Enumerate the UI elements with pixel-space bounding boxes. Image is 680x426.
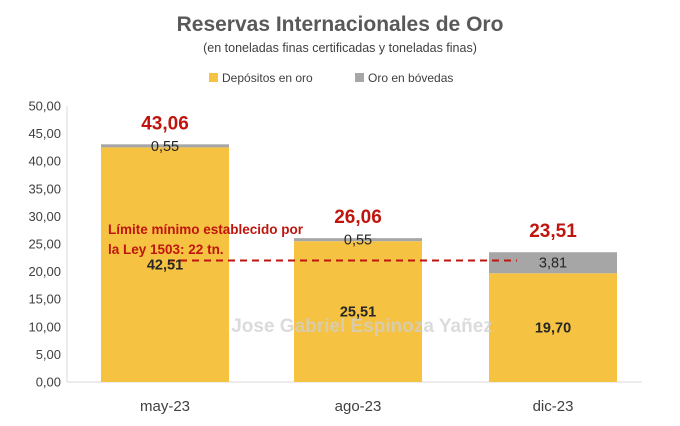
legend-swatch-bovedas: [355, 73, 364, 82]
x-category-label: may-23: [140, 398, 190, 415]
label-bovedas: 3,81: [539, 256, 567, 272]
x-category-label: ago-23: [335, 398, 382, 415]
bar-depositos: [101, 147, 229, 382]
chart-subtitle: (en toneladas finas certificadas y tonel…: [203, 41, 477, 55]
label-depositos: 42,51: [147, 258, 183, 274]
bar-depositos: [294, 241, 422, 382]
y-axis: 0,00 5,00 10,00 15,00 20,00 25,00 30,00 35,00 40…: [28, 99, 642, 390]
y-tick-label: 10,00: [28, 319, 61, 334]
legend-label-depositos: Depósitos en oro: [222, 71, 313, 85]
y-tick-label: 30,00: [28, 209, 61, 224]
y-tick-label: 35,00: [28, 181, 61, 196]
legend: Depósitos en oro Oro en bóvedas: [209, 71, 453, 85]
legend-label-bovedas: Oro en bóvedas: [368, 71, 453, 85]
label-depositos: 19,70: [535, 321, 571, 337]
bar-bovedas: [294, 238, 422, 242]
bar-bovedas: [101, 144, 229, 148]
x-category-label: dic-23: [533, 398, 574, 415]
y-tick-label: 40,00: [28, 154, 61, 169]
y-tick-label: 45,00: [28, 126, 61, 141]
reference-line-label-2: la Ley 1503: 22 tn.: [108, 242, 224, 257]
y-tick-label: 20,00: [28, 264, 61, 279]
bar-bovedas: [489, 252, 617, 274]
y-tick-label: 50,00: [28, 99, 61, 114]
reference-line-label-1: Límite mínimo establecido por: [108, 222, 304, 237]
label-bovedas: 0,55: [344, 233, 372, 249]
legend-swatch-depositos: [209, 73, 218, 82]
label-bovedas: 0,55: [151, 139, 179, 155]
chart-title: Reservas Internacionales de Oro: [177, 13, 504, 36]
data-labels: 42,51 0,55 43,06 may-23 25,51 0,55 26,06 ago-23…: [140, 113, 577, 415]
y-tick-label: 15,00: [28, 292, 61, 307]
y-tick-label: 5,00: [36, 347, 61, 362]
y-tick-label: 0,00: [36, 375, 61, 390]
label-total: 43,06: [141, 113, 189, 134]
label-depositos: 25,51: [340, 305, 376, 321]
bar-depositos: [489, 273, 617, 382]
y-tick-label: 25,00: [28, 237, 61, 252]
label-total: 26,06: [334, 207, 382, 228]
bars: [101, 144, 617, 382]
watermark: Jose Gabriel Espinoza Yañez: [231, 316, 493, 337]
label-total: 23,51: [529, 221, 577, 242]
